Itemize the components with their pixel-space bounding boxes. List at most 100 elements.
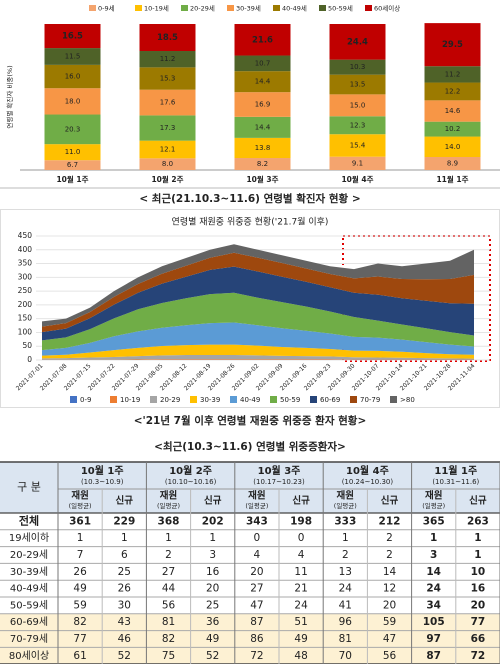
row-label: 40-49세 [10,583,48,595]
x-tick-label: 10월 2주 [151,174,183,184]
period-name: 10월 1주 [81,465,124,477]
cell: 59 [73,599,86,611]
legend-label: 70-79 [360,396,380,404]
bar-segment [329,156,386,170]
stay-note: (일평균) [334,501,357,510]
cell: 229 [113,515,135,527]
cell: 47 [383,633,396,645]
y-tick-label: 300 [18,272,33,281]
cell: 46 [118,633,132,645]
cell: 2 [342,549,349,561]
bar-segment [44,48,101,65]
cell: 3 [430,549,437,561]
bar-segment [139,67,196,90]
value-label: 15.4 [350,141,366,149]
legend-swatch [390,396,397,403]
cell: 56 [383,650,397,662]
value-label: 14.6 [445,107,461,115]
value-label: 10.2 [445,125,461,133]
cell: 2 [165,549,172,561]
y-tick-label: 50 [22,341,32,350]
legend-label: 10-19 [120,396,140,404]
row-bg [0,613,500,631]
bar-segment [234,116,291,138]
cell: 16 [206,566,220,578]
value-label: 14.0 [445,143,461,151]
row-label: 20-29세 [10,549,48,561]
legend-swatch [70,396,77,403]
cell: 202 [202,515,224,527]
cell: 24 [294,599,308,611]
cell: 20 [250,566,263,578]
new-label: 신규 [469,495,487,507]
legend-swatch [227,5,234,11]
bar-segment [424,66,481,83]
value-label: 11.0 [65,148,81,156]
cell: 0 [298,532,305,544]
cell: 61 [73,650,86,662]
legend-label: 20-29 [160,396,180,404]
cell: 2 [386,532,393,544]
cell: 198 [290,515,312,527]
legend-swatch [110,396,117,403]
value-label: 21.6 [252,35,273,45]
bar-segment [234,55,291,72]
legend-label: 30-39 [200,396,220,404]
cell: 25 [118,566,131,578]
value-label: 11.2 [160,55,176,63]
period-range: (10.31~11.6) [432,478,479,486]
bar-segment [139,51,196,68]
y-tick-label: 450 [18,231,33,240]
bar-segment [329,59,386,75]
bar-segment [139,158,196,170]
bar-segment [44,160,101,170]
bar-segment [424,136,481,158]
legend-swatch [150,396,157,403]
bar-segment [44,64,101,89]
bar-segment [424,23,481,67]
cell: 1 [474,532,481,544]
cell: 10 [471,566,486,578]
bar-segment [329,74,386,95]
value-label: 13.5 [350,81,366,89]
bar-segment [234,158,291,170]
cell: 52 [206,650,219,662]
row-label: 60-69세 [10,616,48,628]
cell: 25 [206,599,219,611]
value-label: 10.3 [350,63,366,71]
cell: 72 [250,650,263,662]
stay-note: (일평균) [157,501,180,510]
cell: 11 [294,566,307,578]
area [42,322,474,356]
bar-segment [329,24,386,60]
cell: 77 [73,633,86,645]
cell: 1 [342,532,349,544]
value-label: 17.3 [160,124,176,132]
cell: 75 [162,650,175,662]
new-label: 신규 [116,495,134,507]
value-label: 12.2 [445,87,461,95]
cell: 47 [250,599,263,611]
value-label: 8.2 [257,160,268,168]
new-label: 신규 [381,495,399,507]
cell: 1 [474,549,481,561]
cell: 24 [339,583,353,595]
bar-segment [44,114,101,145]
bar-segment [234,92,291,117]
cell: 82 [162,633,175,645]
legend-swatch [350,396,357,403]
cell: 6 [121,549,128,561]
y-axis-title: 연령별 확진자 비중(%) [5,65,14,128]
cell: 12 [383,583,396,595]
cell: 27 [162,566,175,578]
y-tick-label: 350 [18,259,33,268]
cell: 361 [69,515,91,527]
stay-label: 재원 [248,490,265,502]
value-label: 14.4 [255,78,271,86]
legend-swatch [365,5,372,11]
cell: 0 [254,532,261,544]
cell: 365 [423,515,445,527]
stay-note: (일평균) [422,501,445,510]
bar-segment [44,24,101,49]
cell: 56 [162,599,176,611]
